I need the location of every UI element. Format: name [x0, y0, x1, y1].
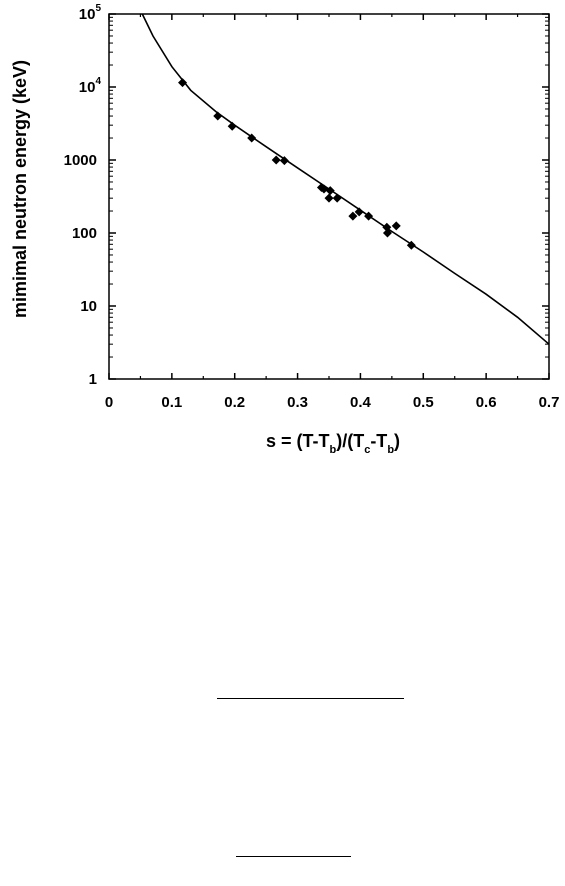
- x-axis-ticks: 0 0.1 0.2 0.3 0.4 0.5 0.6 0.7: [105, 14, 560, 411]
- data-point: [382, 228, 392, 238]
- y-tick-label: 1000: [64, 152, 97, 169]
- fit-curve-layer: [141, 13, 550, 345]
- y-axis-title: mimimal neutron energy (keV): [10, 60, 30, 318]
- data-point: [247, 133, 257, 143]
- data-point: [227, 121, 237, 131]
- x-axis-title: s = (T-Tb)/(Tc-Tb): [266, 431, 400, 456]
- fit-curve: [141, 13, 550, 345]
- data-points-layer: [178, 78, 416, 250]
- data-point: [364, 211, 374, 221]
- x-tick-label: 0.6: [476, 394, 497, 411]
- y-tick-label: 100: [72, 225, 97, 242]
- data-point: [325, 186, 335, 196]
- data-point: [324, 193, 334, 203]
- data-point: [354, 207, 364, 217]
- horizontal-rule-short: [236, 856, 351, 857]
- y-tick-label: 1: [89, 371, 97, 388]
- x-tick-label: 0: [105, 394, 113, 411]
- data-point: [178, 78, 188, 88]
- x-tick-label: 0.3: [287, 394, 308, 411]
- y-tick-label: 104: [79, 76, 102, 96]
- x-tick-label: 0.5: [413, 394, 434, 411]
- y-axis-ticks: 1 10 100 1000 104 105: [64, 3, 549, 388]
- data-point: [279, 156, 289, 166]
- x-tick-label: 0.1: [161, 394, 182, 411]
- data-point: [382, 222, 392, 232]
- data-point: [348, 211, 358, 221]
- data-point: [319, 184, 329, 194]
- y-tick-label: 105: [79, 3, 102, 23]
- data-point: [213, 111, 223, 121]
- chart: 0 0.1 0.2 0.3 0.4 0.5 0.6 0.7 1101001000104105 …: [10, 3, 560, 456]
- x-tick-label: 0.4: [350, 394, 372, 411]
- horizontal-rule: [217, 698, 404, 699]
- y-tick-label: 10: [80, 298, 97, 315]
- x-tick-label: 0.7: [539, 394, 560, 411]
- data-point: [332, 193, 342, 203]
- data-point: [271, 155, 281, 165]
- x-tick-label: 0.2: [224, 394, 245, 411]
- data-point: [391, 221, 401, 231]
- data-point: [406, 240, 416, 250]
